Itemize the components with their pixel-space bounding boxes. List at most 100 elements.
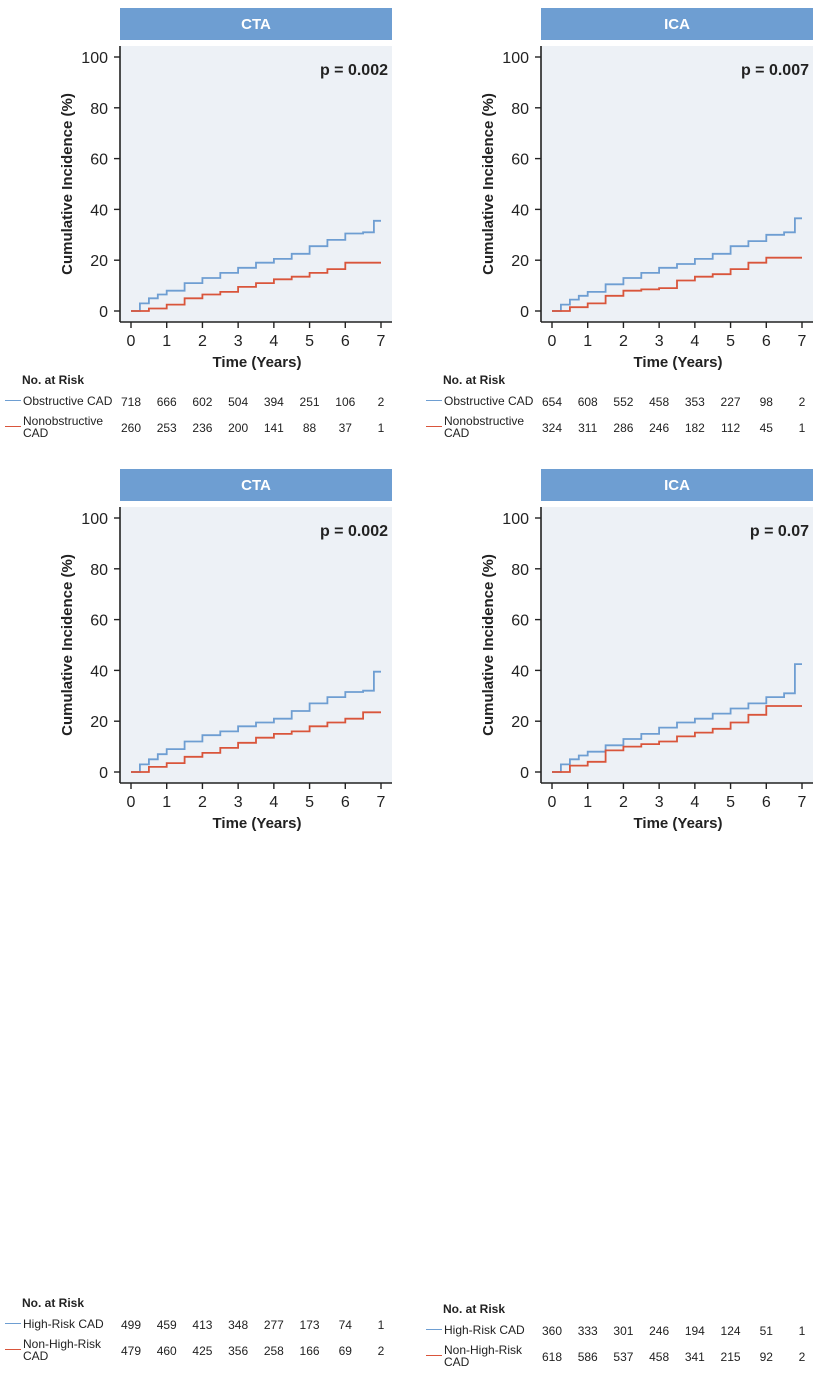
risk-count: 353 <box>684 395 705 409</box>
series-swatch <box>5 1349 21 1350</box>
risk-table-row: Obstructive CAD 718 666 602 504 394 251 106 2 <box>0 393 416 421</box>
risk-count: 246 <box>649 1324 670 1338</box>
risk-count: 459 <box>156 1318 177 1332</box>
y-tick-label: 40 <box>90 663 108 680</box>
risk-count: 666 <box>156 395 177 409</box>
risk-count: 124 <box>720 1324 741 1338</box>
risk-count: 356 <box>228 1344 249 1358</box>
risk-count: 194 <box>684 1324 705 1338</box>
x-axis-label: Time (Years) <box>634 354 723 371</box>
series-line-2 <box>552 705 802 773</box>
chart-panel: CTA 0 20 40 60 80 100 0 1 2 3 4 5 6 7 Time (Years) Cumul… <box>0 0 416 461</box>
x-tick-label: 0 <box>127 794 136 811</box>
series-line-1 <box>552 217 802 312</box>
risk-count: 236 <box>192 421 213 435</box>
chart-svg: CTA 0 20 40 60 80 100 0 1 2 3 4 5 6 7 Time (Years) Cumul… <box>59 8 392 371</box>
risk-count: 215 <box>720 1350 741 1364</box>
risk-count: 2 <box>798 1350 806 1364</box>
y-tick-label: 20 <box>90 253 108 270</box>
risk-count: 458 <box>649 395 670 409</box>
x-tick-label: 2 <box>198 333 207 350</box>
x-tick-label: 3 <box>234 794 243 811</box>
y-tick-label: 0 <box>99 304 108 321</box>
chart-title: ICA <box>664 16 690 33</box>
x-tick-label: 6 <box>762 333 771 350</box>
risk-count: 246 <box>649 421 670 435</box>
x-tick-label: 4 <box>690 794 699 811</box>
x-tick-label: 3 <box>234 333 243 350</box>
x-axis-label: Time (Years) <box>213 354 302 371</box>
risk-row-label: Obstructive CAD <box>444 394 534 408</box>
x-tick-label: 5 <box>305 333 314 350</box>
x-tick-label: 3 <box>655 333 664 350</box>
risk-count: 413 <box>192 1318 213 1332</box>
risk-count: 301 <box>613 1324 634 1338</box>
risk-table-title: No. at Risk <box>22 1296 85 1310</box>
risk-count: 1 <box>377 421 385 435</box>
x-tick-label: 7 <box>798 794 807 811</box>
y-tick-label: 80 <box>511 101 529 118</box>
x-tick-label: 1 <box>583 794 592 811</box>
x-tick-label: 4 <box>269 333 278 350</box>
p-value-annotation: p = 0.07 <box>750 523 809 540</box>
risk-count: 45 <box>759 421 773 435</box>
risk-count: 2 <box>798 395 806 409</box>
x-tick-label: 2 <box>198 794 207 811</box>
y-tick-label: 80 <box>90 562 108 579</box>
x-tick-label: 1 <box>162 333 171 350</box>
risk-count: 277 <box>263 1318 284 1332</box>
panel-header <box>120 8 392 40</box>
risk-count: 286 <box>613 421 634 435</box>
risk-table-title: No. at Risk <box>443 373 506 387</box>
risk-count: 311 <box>578 421 598 435</box>
chart-panel: ICA 0 20 40 60 80 100 0 1 2 3 4 5 6 7 Time (Years) Cumul… <box>421 461 832 1368</box>
y-tick-label: 20 <box>90 714 108 731</box>
x-tick-label: 4 <box>690 333 699 350</box>
risk-count: 2 <box>377 1344 385 1358</box>
risk-count: 1 <box>377 1318 385 1332</box>
x-tick-label: 5 <box>726 333 735 350</box>
risk-count: 608 <box>577 395 598 409</box>
risk-table-row: Non-High-Risk CAD 618 586 537 458 341 215 92 2 <box>421 1344 832 1376</box>
y-tick-label: 40 <box>90 202 108 219</box>
panel-header <box>541 8 813 40</box>
p-value-annotation: p = 0.007 <box>741 62 809 79</box>
risk-table-row: Nonobstructive CAD 260 253 236 200 141 88 37 1 <box>0 415 416 447</box>
risk-table-title: No. at Risk <box>22 373 85 387</box>
risk-count: 499 <box>120 1318 142 1332</box>
series-line-1 <box>131 670 381 773</box>
risk-row-label: Non-High-Risk CAD <box>23 1337 102 1363</box>
risk-count: 98 <box>759 395 773 409</box>
risk-count: 112 <box>720 421 741 435</box>
risk-count: 260 <box>120 421 142 435</box>
x-tick-label: 2 <box>619 333 628 350</box>
risk-count: 425 <box>192 1344 213 1358</box>
x-tick-label: 5 <box>726 794 735 811</box>
risk-count: 324 <box>541 421 563 435</box>
y-tick-label: 40 <box>511 202 529 219</box>
risk-count: 602 <box>192 395 213 409</box>
y-tick-label: 100 <box>502 511 529 528</box>
risk-count: 173 <box>299 1318 320 1332</box>
risk-table-title: No. at Risk <box>443 1302 506 1316</box>
plot-area <box>541 46 813 322</box>
risk-count: 2 <box>377 395 385 409</box>
risk-count: 479 <box>120 1344 142 1358</box>
series-swatch <box>426 1355 442 1356</box>
series-line-2 <box>552 256 802 312</box>
x-tick-label: 6 <box>762 794 771 811</box>
risk-count: 182 <box>684 421 705 435</box>
series-swatch <box>426 400 442 401</box>
y-tick-label: 60 <box>90 613 108 630</box>
x-tick-label: 4 <box>269 794 278 811</box>
risk-table-row: Nonobstructive CAD 324 311 286 246 182 112 45 1 <box>421 415 832 447</box>
series-line-1 <box>552 663 802 773</box>
x-tick-label: 0 <box>548 794 557 811</box>
risk-count: 51 <box>759 1324 773 1338</box>
x-tick-label: 1 <box>583 333 592 350</box>
risk-count: 552 <box>613 395 634 409</box>
risk-row-label: Nonobstructive CAD <box>444 414 525 440</box>
chart-title: CTA <box>241 16 271 33</box>
y-tick-label: 100 <box>502 50 529 67</box>
risk-table-row: Non-High-Risk CAD 479 460 425 356 258 166 69 2 <box>0 1338 416 1370</box>
